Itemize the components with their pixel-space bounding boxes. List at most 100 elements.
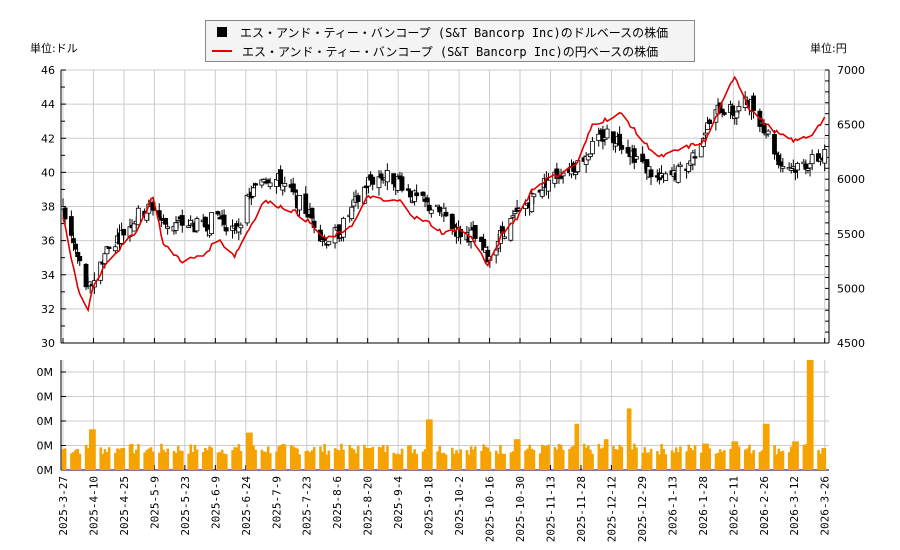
- candle-body: [719, 108, 725, 113]
- volume-bar: [467, 454, 471, 470]
- candle-body: [807, 163, 813, 169]
- volume-bar: [436, 451, 439, 470]
- volume-bar: [145, 449, 149, 470]
- candle-body: [71, 238, 76, 244]
- candle-body: [378, 173, 384, 179]
- y-tick-label-left: 38: [41, 201, 55, 214]
- volume-bar: [204, 447, 207, 470]
- candle-body: [610, 131, 616, 144]
- candle-body: [822, 149, 828, 164]
- x-tick-label: 2025-5-23: [179, 476, 192, 536]
- volume-bar: [543, 445, 546, 470]
- x-tick-label: 2025-4-10: [87, 476, 100, 536]
- volume-bar: [218, 452, 222, 470]
- volume-bar: [425, 419, 429, 470]
- candle-body: [341, 217, 346, 238]
- volume-bar: [260, 449, 264, 470]
- candle-body: [546, 179, 551, 192]
- volume-bar: [471, 449, 475, 470]
- candle-body: [399, 176, 405, 191]
- volume-bar: [348, 445, 352, 470]
- volume-bar: [130, 443, 134, 470]
- volume-bar: [743, 449, 747, 470]
- volume-bar: [459, 449, 462, 470]
- candle-body: [215, 211, 221, 215]
- volume-bar: [511, 451, 515, 470]
- x-tick-label: 2026-2-11: [727, 476, 740, 536]
- candle-body: [68, 216, 74, 236]
- volume-bar: [294, 447, 297, 470]
- candle-body: [106, 246, 112, 249]
- candle-body: [801, 161, 807, 165]
- volume-bar: [202, 452, 205, 470]
- volume-bar: [101, 453, 105, 470]
- x-tick-label: 2026-3-12: [788, 476, 801, 536]
- candle-body: [692, 156, 698, 159]
- candle-body: [778, 161, 784, 166]
- volume-bar: [545, 445, 548, 470]
- volume-bar: [790, 446, 793, 470]
- volume-bar: [538, 453, 542, 470]
- volume-bar: [298, 454, 301, 470]
- volume-bar: [589, 449, 592, 470]
- volume-bar: [306, 450, 310, 470]
- volume-bar: [662, 448, 665, 470]
- volume-bar: [409, 445, 412, 470]
- volume-bar: [570, 446, 573, 470]
- volume-bar: [746, 448, 749, 470]
- volume-bar: [482, 444, 486, 470]
- volume-bar: [304, 451, 308, 470]
- volume-tick-label: 0M: [37, 415, 54, 428]
- volume-bar: [568, 449, 571, 470]
- volume-bar: [775, 454, 778, 470]
- volume-bar: [796, 441, 799, 470]
- candle-body: [420, 191, 426, 196]
- volume-bar: [547, 444, 550, 470]
- legend-item-usd: エス・アンド・ティー・バンコープ (S&T Bancorp Inc)のドルベース…: [214, 24, 668, 40]
- candle-body: [510, 215, 516, 218]
- candle-body: [179, 215, 185, 226]
- volume-bar: [616, 449, 619, 470]
- candle-body: [223, 227, 229, 232]
- candle-body: [384, 170, 390, 183]
- candle-body: [765, 130, 771, 135]
- volume-bar: [643, 447, 647, 470]
- candle-body: [355, 195, 361, 202]
- candle-body: [587, 153, 593, 157]
- x-tick-label: 2026-1-13: [666, 476, 679, 536]
- volume-bar: [762, 423, 766, 470]
- candle-body: [163, 218, 168, 225]
- y-tick-label-left: 30: [41, 337, 55, 350]
- volume-bar: [685, 451, 688, 470]
- volume-bar: [377, 446, 381, 470]
- candle-body: [721, 112, 727, 115]
- volume-bar: [394, 454, 398, 470]
- candle-body: [734, 111, 740, 119]
- volume-bar: [279, 445, 283, 470]
- volume-tick-label: 0M: [37, 391, 54, 404]
- volume-bar: [281, 443, 285, 470]
- candle-body: [173, 222, 179, 231]
- volume-bar: [268, 453, 272, 470]
- candle-body: [73, 243, 78, 250]
- usd-swatch-icon: [217, 27, 227, 37]
- x-tick-label: 2026-2-26: [758, 476, 771, 536]
- candle-body: [805, 168, 811, 171]
- volume-bar: [501, 453, 504, 470]
- volume-bar: [91, 429, 94, 470]
- volume-bar: [72, 451, 75, 470]
- volume-bar: [235, 447, 239, 470]
- volume-bar: [352, 449, 356, 470]
- y-tick-label-left: 44: [41, 98, 55, 111]
- left-axis-unit: 単位:ドル: [30, 42, 78, 55]
- volume-bar: [231, 450, 234, 470]
- volume-bar: [802, 444, 806, 470]
- candle-body: [292, 189, 298, 193]
- volume-tick-label: 0M: [37, 464, 54, 477]
- candle-body: [135, 207, 141, 226]
- volume-bar: [430, 419, 433, 470]
- volume-bar: [658, 454, 661, 470]
- candle-body: [77, 256, 83, 262]
- volume-bar: [63, 448, 67, 470]
- candle-body: [703, 132, 708, 136]
